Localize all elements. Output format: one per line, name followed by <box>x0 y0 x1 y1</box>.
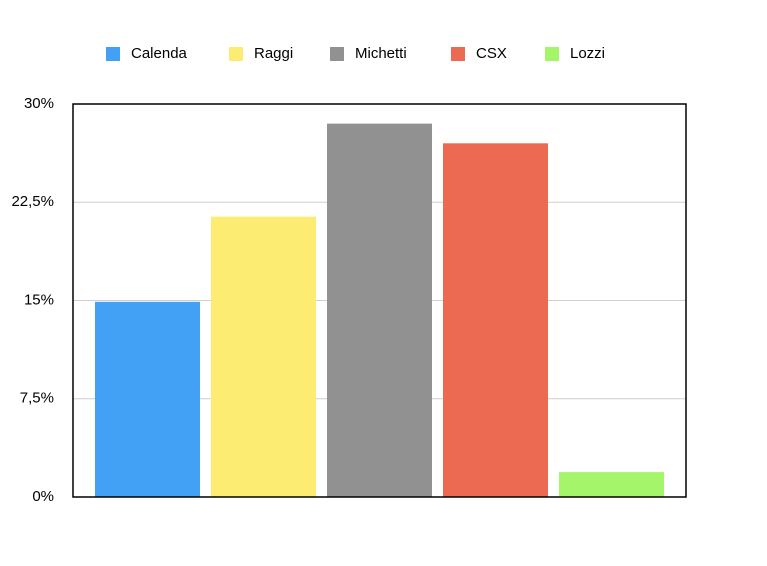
legend-label: Lozzi <box>570 45 605 62</box>
bars <box>95 123 664 498</box>
legend: Calenda Raggi Michetti CSX Lozzi <box>106 45 605 62</box>
legend-swatch <box>330 47 344 61</box>
legend-label: Michetti <box>355 45 407 62</box>
legend-swatch <box>545 47 559 61</box>
bar <box>327 123 432 498</box>
y-tick-label: 7,5% <box>20 390 54 407</box>
legend-swatch <box>229 47 243 61</box>
y-tick-label: 30% <box>24 95 54 112</box>
legend-label: CSX <box>476 45 507 62</box>
y-tick-label: 22,5% <box>11 193 54 210</box>
labels: 0% 7,5% 15% 22,5% 30% <box>11 95 54 505</box>
bar <box>443 143 548 498</box>
legend-swatch <box>451 47 465 61</box>
legend-label: Calenda <box>131 45 188 62</box>
y-tick-label: 15% <box>24 291 54 308</box>
legend-label: Raggi <box>254 45 293 62</box>
legend-swatch <box>106 47 120 61</box>
bar <box>559 472 664 497</box>
y-tick-label: 0% <box>32 488 54 505</box>
bar <box>95 301 200 497</box>
bar <box>211 216 316 497</box>
plot-frame <box>72 103 687 498</box>
